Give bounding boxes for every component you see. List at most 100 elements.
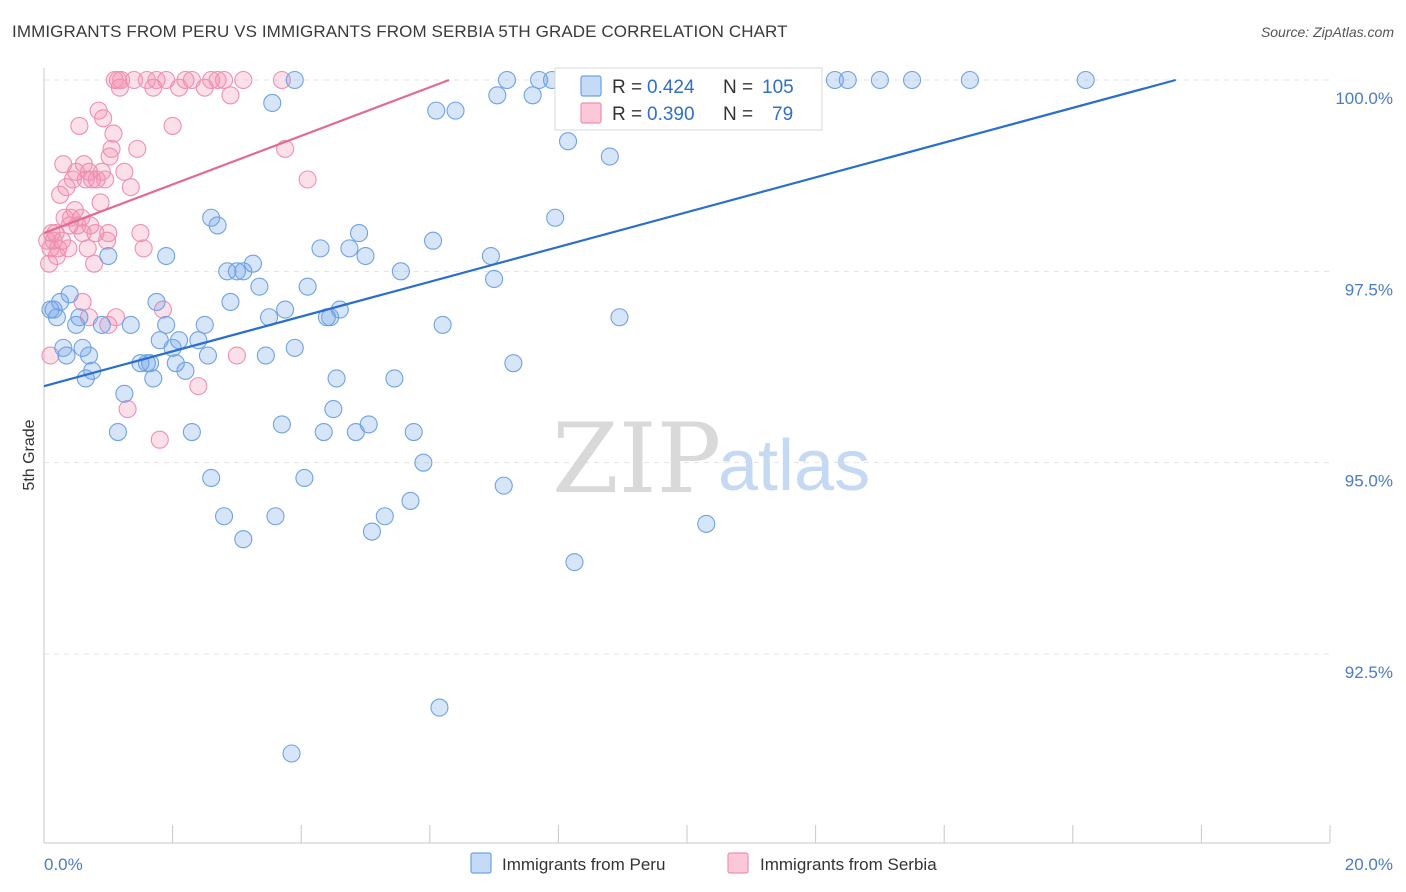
peru-point-83: [494, 476, 513, 495]
serbia-point-71: [234, 70, 253, 90]
peru-point-3: [51, 292, 70, 311]
x-ticks: 0.0% 20.0%: [43, 825, 1393, 874]
peru-point-65: [350, 224, 369, 243]
serbia-point-57: [150, 430, 169, 449]
serbia-point-60: [163, 116, 182, 135]
peru-point-17: [121, 315, 140, 334]
peru-point-47: [263, 93, 282, 113]
serbia-point-40: [102, 139, 121, 158]
peru-point-91: [565, 553, 584, 572]
peru-point-78: [433, 315, 452, 334]
serbia-point-38: [99, 224, 118, 243]
peru-point-41: [234, 262, 253, 281]
legend-label-serbia: Immigrants from Serbia: [760, 855, 937, 874]
serbia-point-69: [221, 86, 240, 105]
stats-r-label-peru: R =: [612, 77, 642, 98]
serbia-point-72: [272, 70, 291, 90]
serbia-point-36: [96, 170, 115, 189]
peru-point-84: [497, 70, 517, 90]
peru-point-77: [430, 698, 449, 717]
serbia-point-12: [57, 178, 76, 197]
peru-point-90: [558, 132, 578, 151]
serbia-point-17: [65, 201, 84, 220]
peru-point-27: [166, 354, 185, 373]
peru-point-76: [427, 101, 446, 120]
peru-point-56: [311, 239, 330, 258]
peru-point-35: [202, 208, 221, 227]
serbia-point-28: [83, 170, 102, 189]
peru-point-22: [147, 292, 166, 311]
serbia-point-29: [85, 254, 104, 273]
peru-point-93: [610, 308, 629, 327]
peru-point-20: [144, 369, 163, 388]
serbia-point-20: [70, 116, 89, 135]
serbia-point-9: [52, 231, 72, 250]
peru-point-86: [523, 86, 542, 105]
peru-point-103: [1076, 70, 1095, 90]
peru-point-48: [266, 507, 285, 526]
peru-point-96: [697, 514, 716, 533]
y-ticks: 100.0% 97.5% 95.0% 92.5%: [1335, 89, 1393, 682]
x-tick-label-1: 20.0%: [1345, 855, 1393, 874]
peru-point-72: [401, 491, 420, 510]
peru-point-69: [375, 507, 394, 526]
peru-point-38: [218, 262, 237, 281]
y-tick-label-1: 97.5%: [1345, 280, 1393, 299]
serbia-point-41: [104, 124, 123, 143]
serbia-point-39: [100, 147, 119, 166]
serbia-point-74: [298, 170, 317, 189]
peru-point-30: [182, 423, 201, 442]
peru-point-100: [870, 70, 889, 90]
serbia-point-77: [99, 315, 118, 334]
serbia-point-62: [176, 70, 195, 90]
peru-point-70: [385, 369, 404, 388]
serbia-point-37: [97, 231, 117, 250]
trend-line-serbia: [43, 78, 450, 235]
peru-point-99: [838, 70, 857, 90]
peru-point-52: [285, 338, 304, 357]
trend-line-peru: [43, 78, 1176, 388]
peru-point-34: [202, 468, 221, 488]
peru-point-6: [60, 285, 79, 304]
peru-point-39: [221, 292, 240, 311]
peru-point-45: [256, 346, 275, 365]
legend-swatch-serbia: [727, 852, 749, 874]
peru-point-62: [324, 400, 343, 419]
peru-point-5: [57, 346, 76, 365]
trend-lines: [43, 78, 1176, 388]
y-axis-label: 5th Grade: [21, 419, 38, 490]
peru-point-79: [446, 101, 465, 120]
peru-point-92: [600, 147, 619, 166]
peru-point-53: [285, 70, 304, 90]
peru-point-2: [47, 308, 66, 327]
x-tick-label-0: 0.0%: [44, 855, 83, 874]
serbia-point-50: [124, 70, 144, 90]
serbia-point-53: [134, 239, 153, 258]
peru-point-44: [250, 277, 269, 296]
serbia-point-54: [137, 70, 156, 90]
chart-source: Source: ZipAtlas.com: [1260, 24, 1394, 40]
serbia-point-25: [78, 239, 97, 258]
peru-point-102: [960, 70, 979, 90]
stats-n-label-serbia: N =: [723, 104, 753, 125]
serbia-point-51: [128, 139, 147, 158]
serbia-point-52: [131, 224, 150, 243]
chart-title: IMMIGRANTS FROM PERU VS IMMIGRANTS FROM …: [12, 22, 788, 41]
peru-point-87: [530, 70, 549, 90]
peru-point-42: [234, 530, 253, 549]
peru-point-67: [359, 415, 378, 434]
stats-r-value-peru: 0.424: [647, 77, 695, 98]
peru-point-28: [169, 331, 189, 350]
serbia-point-13: [59, 239, 78, 258]
serbia-point-1: [40, 254, 59, 273]
stats-n-value-serbia: 79: [772, 104, 793, 125]
peru-point-36: [208, 216, 227, 235]
peru-point-60: [327, 369, 346, 388]
stats-swatch-peru: [580, 75, 602, 97]
serbia-point-35: [94, 109, 113, 128]
peru-point-101: [902, 70, 922, 90]
y-tick-label-3: 92.5%: [1345, 663, 1393, 682]
y-tick-label-2: 95.0%: [1345, 472, 1393, 491]
serbia-point-58: [153, 300, 173, 319]
